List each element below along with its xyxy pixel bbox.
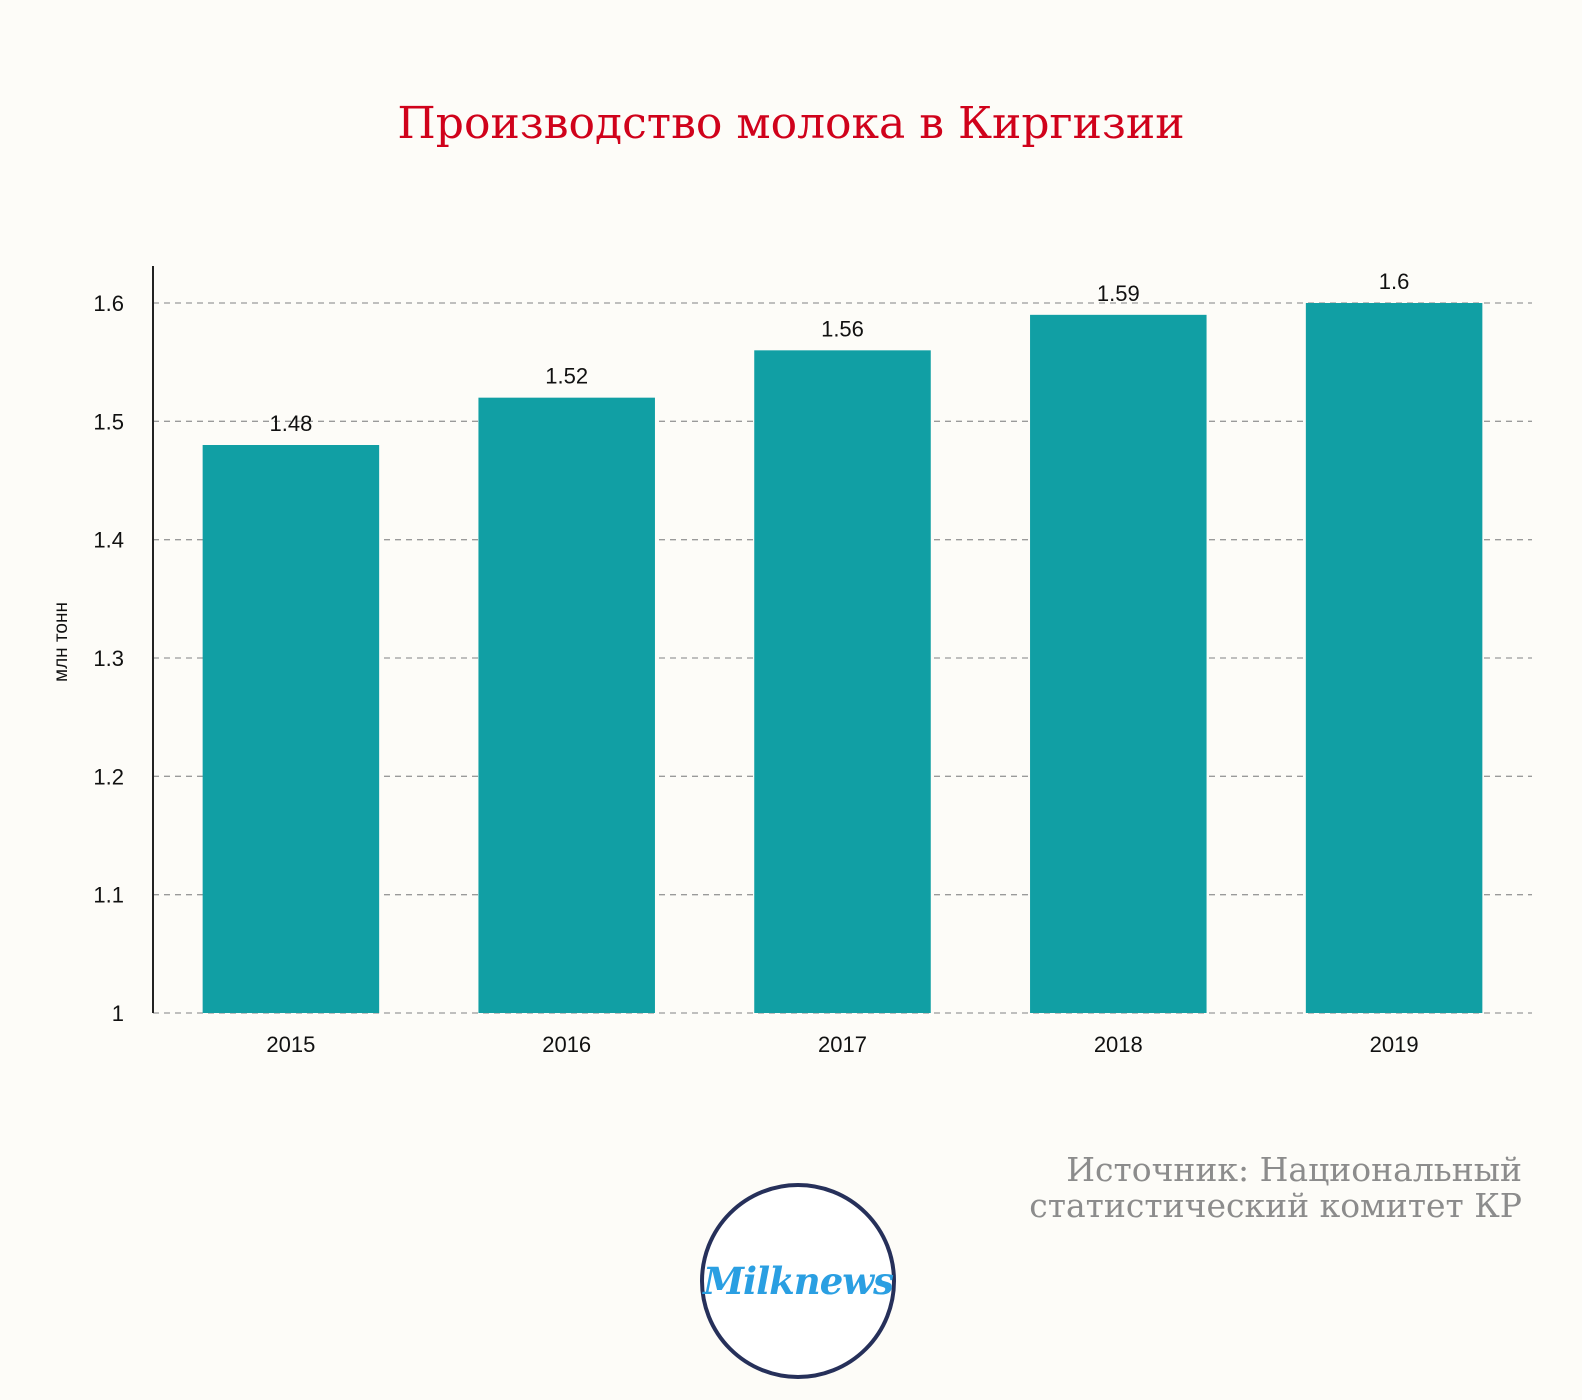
bar-chart: 1 1.1 1.2 1.3 1.4 1.5 1.6 1.48 2015 1.52 2016 1.56 2… xyxy=(93,266,1532,1057)
y-tick-label: 1.4 xyxy=(93,528,124,553)
x-tick-label: 2015 xyxy=(266,1032,315,1057)
bar xyxy=(202,445,380,1013)
x-tick-label: 2017 xyxy=(818,1032,867,1057)
data-label: 1.59 xyxy=(1097,281,1140,306)
y-tick-label: 1.3 xyxy=(93,646,124,671)
x-tick-label: 2016 xyxy=(542,1032,591,1057)
bar xyxy=(754,350,931,1013)
x-tick-label: 2019 xyxy=(1370,1032,1419,1057)
y-tick-label: 1.6 xyxy=(93,291,124,316)
y-tick-label: 1.5 xyxy=(93,409,124,434)
logo-text: Milknews xyxy=(703,1259,894,1303)
x-tick-label: 2018 xyxy=(1094,1032,1143,1057)
y-tick-label: 1 xyxy=(112,1001,124,1026)
y-tick-label: 1.1 xyxy=(93,883,124,908)
data-label: 1.56 xyxy=(821,316,864,341)
y-axis-label: млн тонн xyxy=(51,602,72,682)
chart-title: Производство молока в Киргизии xyxy=(397,98,1185,149)
bar xyxy=(478,397,655,1014)
bar xyxy=(1305,303,1483,1013)
source-note: Источник: Национальный статистический ко… xyxy=(1029,1150,1522,1225)
data-label: 1.6 xyxy=(1379,269,1410,294)
milknews-logo: Milknews xyxy=(700,1183,896,1379)
data-label: 1.52 xyxy=(545,364,588,389)
bar xyxy=(1030,314,1207,1013)
data-label: 1.48 xyxy=(269,411,312,436)
y-tick-label: 1.2 xyxy=(93,764,124,789)
